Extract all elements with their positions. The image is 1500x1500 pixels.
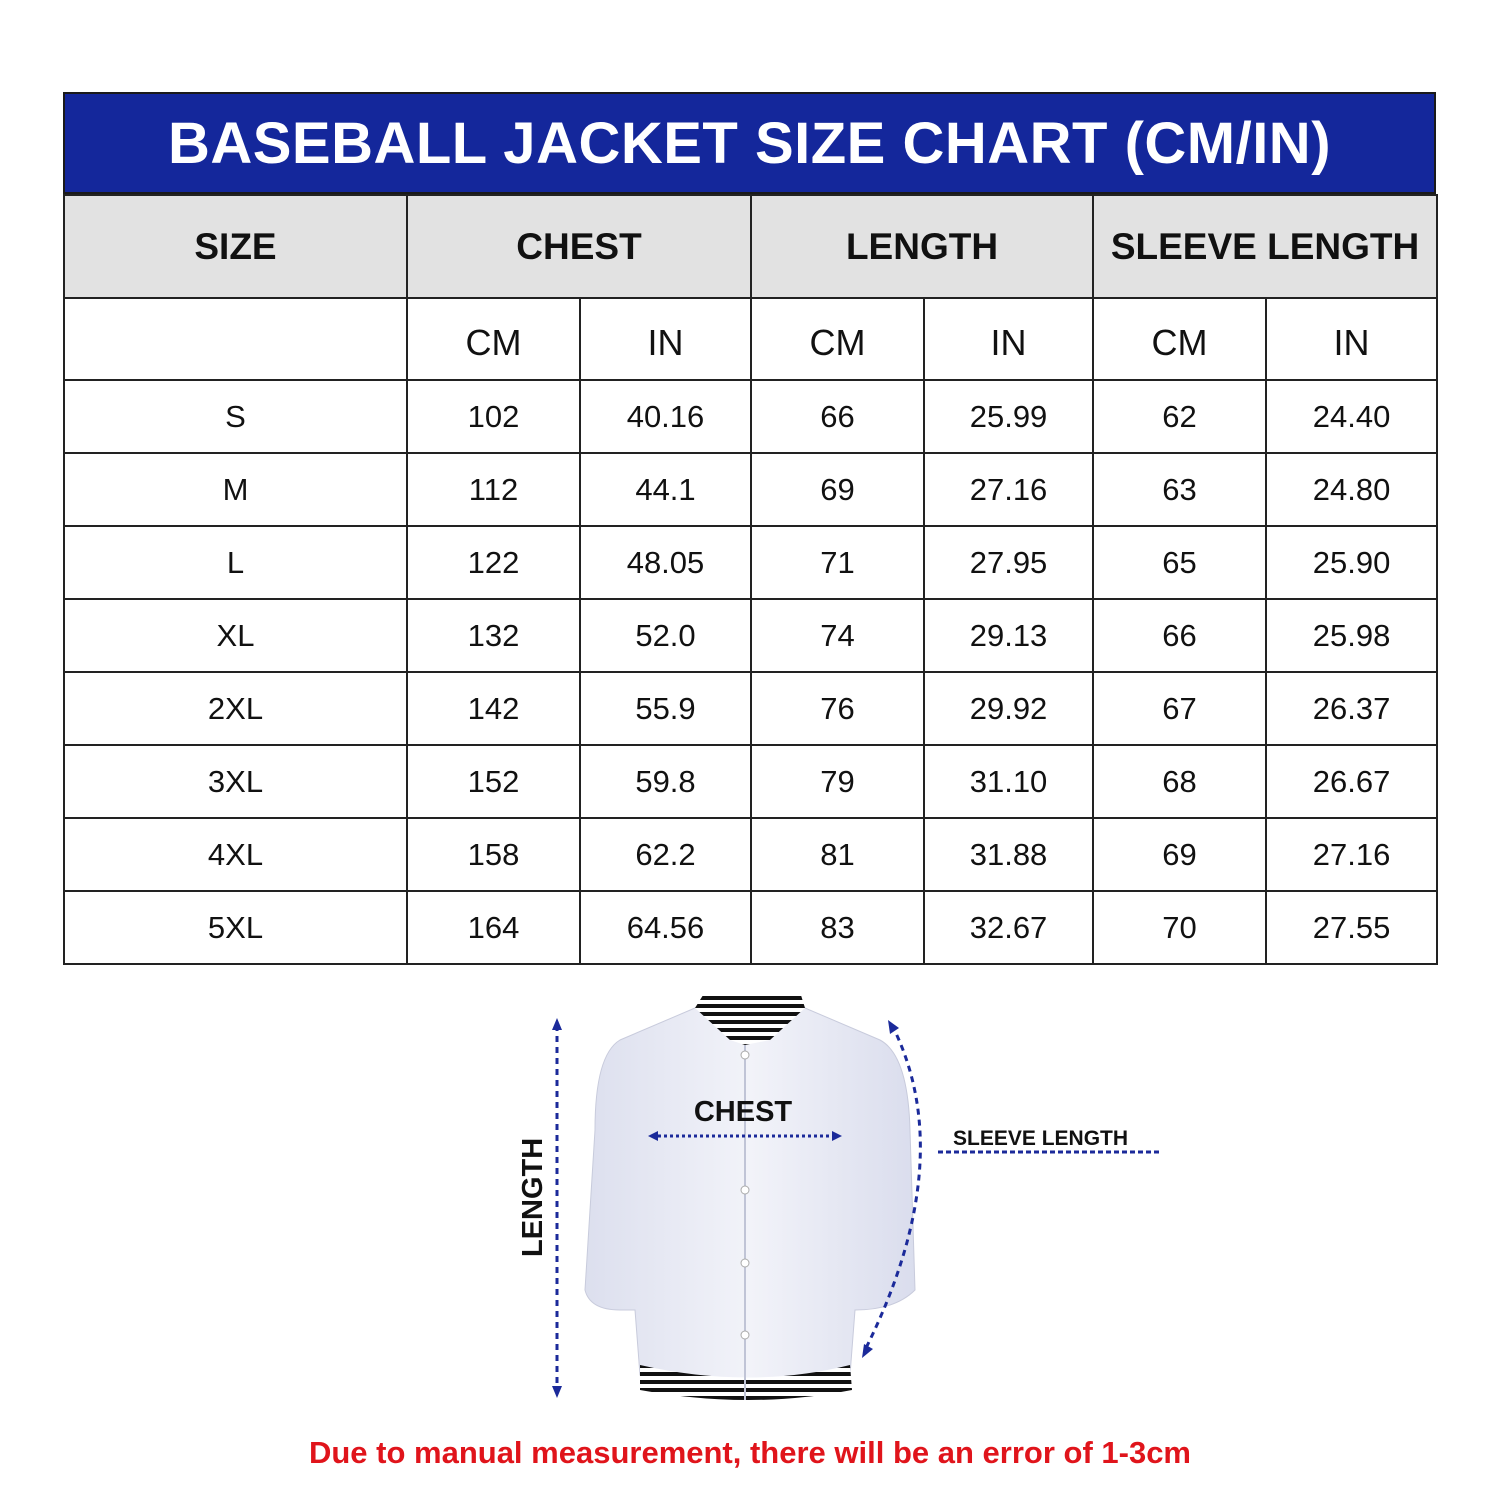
value-cell: 69 <box>1092 817 1268 892</box>
measurement-note: Due to manual measurement, there will be… <box>308 1435 1192 1470</box>
value-cell: 142 <box>406 671 581 746</box>
size-chart: BASEBALL JACKET SIZE CHART (CM/IN) SIZE … <box>63 92 1439 965</box>
header-size: SIZE <box>63 194 408 299</box>
value-cell: 152 <box>406 744 581 819</box>
size-cell: 2XL <box>63 671 408 746</box>
chest-label: CHEST <box>694 1096 793 1128</box>
value-cell: 24.40 <box>1265 379 1439 454</box>
sleeve-length-label: SLEEVE LENGTH <box>953 1127 1128 1150</box>
value-cell: 64.56 <box>579 890 752 965</box>
unit-row: CM IN CM IN CM IN <box>63 297 1439 381</box>
value-cell: 79 <box>750 744 925 819</box>
unit-blank <box>63 297 408 381</box>
size-cell: S <box>63 379 408 454</box>
table-row: 3XL 152 59.8 79 31.10 68 26.67 <box>63 744 1439 819</box>
value-cell: 66 <box>750 379 925 454</box>
value-cell: 27.95 <box>922 525 1095 600</box>
value-cell: 31.10 <box>922 744 1095 819</box>
value-cell: 29.13 <box>922 598 1095 673</box>
header-chest: CHEST <box>406 194 752 299</box>
value-cell: 62.2 <box>579 817 752 892</box>
value-cell: 40.16 <box>579 379 752 454</box>
value-cell: 44.1 <box>579 452 752 527</box>
unit-cell: IN <box>1265 297 1439 381</box>
value-cell: 70 <box>1092 890 1268 965</box>
header-sleeve-length: SLEEVE LENGTH <box>1092 194 1439 299</box>
value-cell: 25.98 <box>1265 598 1439 673</box>
value-cell: 32.67 <box>922 890 1095 965</box>
value-cell: 122 <box>406 525 581 600</box>
value-cell: 71 <box>750 525 925 600</box>
size-cell: XL <box>63 598 408 673</box>
value-cell: 25.99 <box>922 379 1095 454</box>
chart-title: BASEBALL JACKET SIZE CHART (CM/IN) <box>63 92 1436 194</box>
size-cell: L <box>63 525 408 600</box>
value-cell: 31.88 <box>922 817 1095 892</box>
value-cell: 132 <box>406 598 581 673</box>
table-row: 2XL 142 55.9 76 29.92 67 26.37 <box>63 671 1439 746</box>
value-cell: 164 <box>406 890 581 965</box>
length-label: LENGTH <box>517 1138 549 1257</box>
jacket-icon <box>584 992 916 1400</box>
value-cell: 26.67 <box>1265 744 1439 819</box>
value-cell: 69 <box>750 452 925 527</box>
value-cell: 74 <box>750 598 925 673</box>
size-table: SIZE CHEST LENGTH SLEEVE LENGTH CM IN CM… <box>63 194 1439 965</box>
value-cell: 59.8 <box>579 744 752 819</box>
value-cell: 52.0 <box>579 598 752 673</box>
value-cell: 55.9 <box>579 671 752 746</box>
unit-cell: CM <box>750 297 925 381</box>
table-row: 4XL 158 62.2 81 31.88 69 27.16 <box>63 817 1439 892</box>
size-cell: 4XL <box>63 817 408 892</box>
size-cell: 5XL <box>63 890 408 965</box>
size-cell: 3XL <box>63 744 408 819</box>
header-row: SIZE CHEST LENGTH SLEEVE LENGTH <box>63 194 1439 299</box>
unit-cell: IN <box>579 297 752 381</box>
value-cell: 112 <box>406 452 581 527</box>
value-cell: 62 <box>1092 379 1268 454</box>
value-cell: 66 <box>1092 598 1268 673</box>
unit-cell: CM <box>1092 297 1268 381</box>
value-cell: 27.16 <box>1265 817 1439 892</box>
jacket-illustration: CHEST LENGTH SLEEVE LENGTH <box>517 992 1162 1400</box>
table-row: 5XL 164 64.56 83 32.67 70 27.55 <box>63 890 1439 965</box>
value-cell: 67 <box>1092 671 1268 746</box>
unit-cell: IN <box>922 297 1095 381</box>
value-cell: 48.05 <box>579 525 752 600</box>
table-row: S 102 40.16 66 25.99 62 24.40 <box>63 379 1439 454</box>
value-cell: 76 <box>750 671 925 746</box>
value-cell: 83 <box>750 890 925 965</box>
value-cell: 158 <box>406 817 581 892</box>
value-cell: 29.92 <box>922 671 1095 746</box>
table-row: XL 132 52.0 74 29.13 66 25.98 <box>63 598 1439 673</box>
value-cell: 102 <box>406 379 581 454</box>
table-row: L 122 48.05 71 27.95 65 25.90 <box>63 525 1439 600</box>
value-cell: 24.80 <box>1265 452 1439 527</box>
jacket-diagram: CHEST LENGTH SLEEVE LENGTH <box>500 980 1200 1430</box>
header-length: LENGTH <box>749 194 1095 299</box>
value-cell: 65 <box>1092 525 1268 600</box>
value-cell: 27.55 <box>1265 890 1439 965</box>
table-row: M 112 44.1 69 27.16 63 24.80 <box>63 452 1439 527</box>
size-cell: M <box>63 452 408 527</box>
value-cell: 81 <box>750 817 925 892</box>
value-cell: 25.90 <box>1265 525 1439 600</box>
value-cell: 26.37 <box>1265 671 1439 746</box>
unit-cell: CM <box>406 297 581 381</box>
value-cell: 68 <box>1092 744 1268 819</box>
value-cell: 63 <box>1092 452 1268 527</box>
value-cell: 27.16 <box>922 452 1095 527</box>
